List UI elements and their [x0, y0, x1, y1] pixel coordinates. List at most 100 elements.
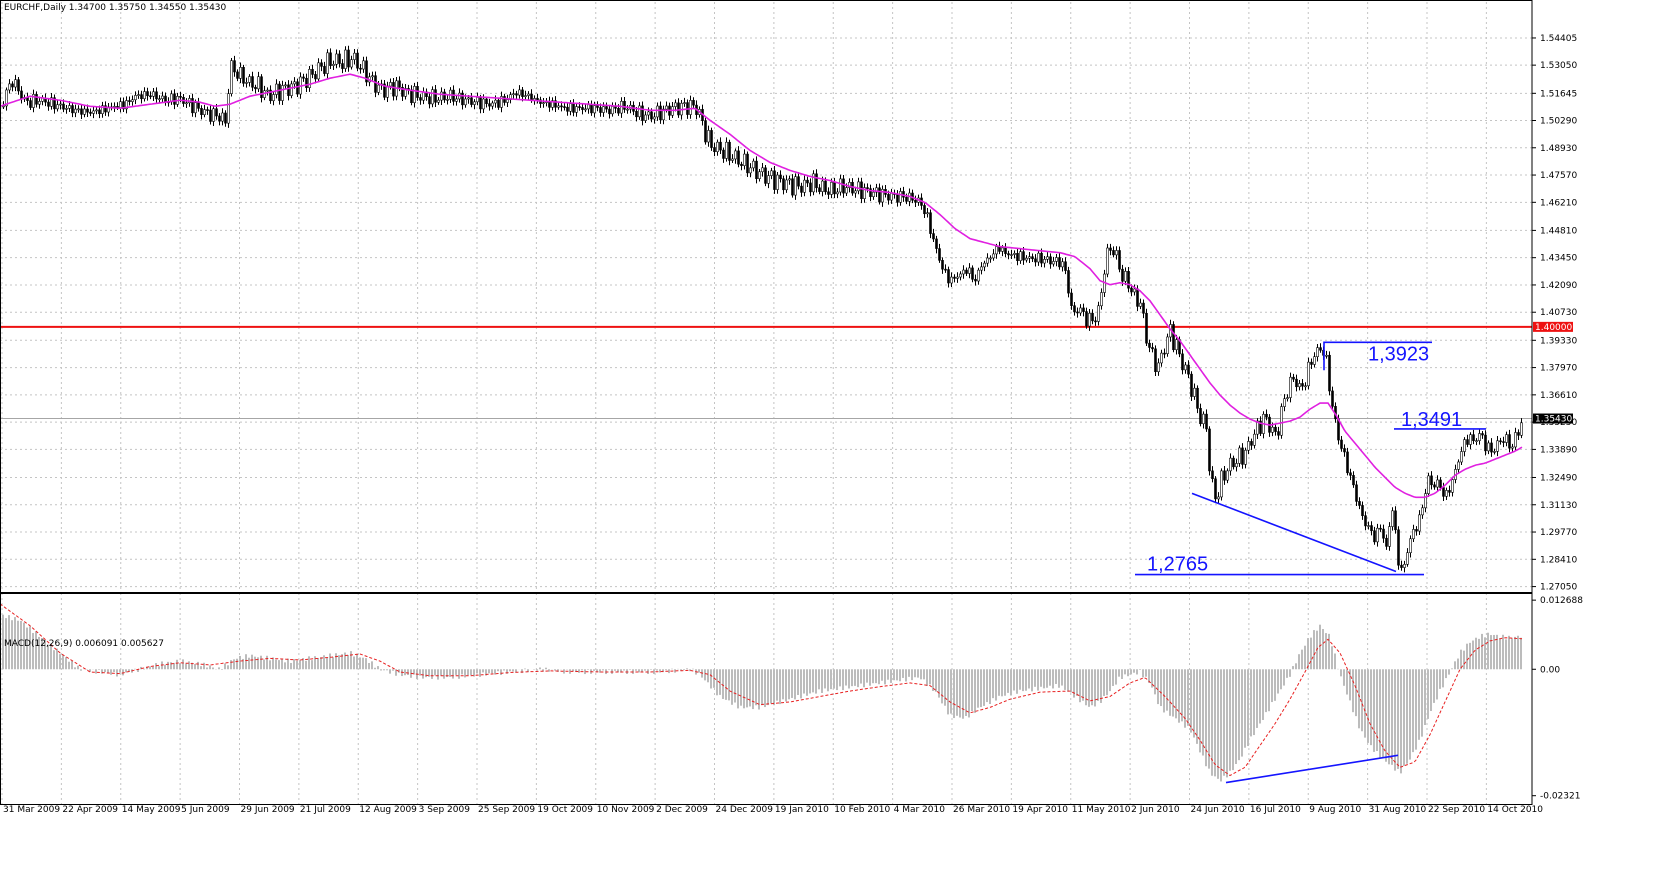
candle-body — [1391, 510, 1394, 527]
candle-body — [14, 79, 17, 88]
candle-body — [650, 111, 653, 120]
candle-body — [932, 233, 935, 240]
chart-header: EURCHF,Daily 1.34700 1.35750 1.34550 1.3… — [4, 3, 227, 13]
candle-body — [1145, 312, 1148, 344]
current-price-tag — [1533, 413, 1573, 424]
macd-divergence-trendline[interactable] — [1225, 754, 1399, 784]
candle-body — [794, 176, 797, 196]
candle-body — [1250, 441, 1253, 446]
candle-body — [173, 93, 176, 105]
candle-body — [563, 106, 566, 108]
candle-body — [1190, 373, 1193, 397]
candle-body — [821, 180, 824, 192]
moving-average-line — [0, 73, 1523, 499]
candle-body — [1460, 451, 1463, 463]
candle-body — [914, 199, 917, 203]
candle-body — [224, 112, 227, 124]
candle-body — [926, 212, 929, 215]
high-1-3923-marker[interactable] — [1323, 341, 1432, 371]
candle-body — [1031, 256, 1034, 260]
candle-body — [1343, 448, 1346, 453]
candle-body — [1115, 250, 1118, 256]
candle-body — [1421, 507, 1424, 516]
candle-body — [854, 190, 857, 194]
candle-body — [1442, 487, 1445, 497]
candle-body — [257, 76, 260, 90]
candle-body — [1133, 288, 1136, 293]
candle-body — [1196, 387, 1199, 409]
candle-body — [689, 100, 692, 115]
candle-body — [857, 181, 860, 192]
candle-body — [569, 103, 572, 112]
candle-body — [80, 108, 83, 115]
current-price-label: 1.35430 — [1535, 415, 1572, 425]
candle-body — [755, 160, 758, 179]
candle-body — [1406, 552, 1409, 565]
axis-layer: 1.54405 1.53050 1.51645 1.50290 1.48930 1.475… — [0, 0, 1583, 815]
candle-body — [1046, 256, 1049, 260]
candle-body — [1283, 398, 1286, 407]
candle-body — [986, 257, 989, 264]
price-panel[interactable]: 1,3923 1,3491 1,2765 — [0, 45, 1532, 576]
candle-body — [5, 89, 8, 107]
price-tick-label: 1.43450 — [1540, 254, 1577, 264]
candle-body — [1439, 479, 1442, 488]
candle-body — [92, 110, 95, 114]
candle-body — [812, 173, 815, 193]
candle-body — [518, 89, 521, 96]
candle-body — [878, 187, 881, 203]
candle-body — [1346, 451, 1349, 474]
candle-body — [1058, 257, 1061, 268]
candle-body — [377, 84, 380, 93]
candle-body — [731, 158, 734, 161]
candle-body — [275, 83, 278, 95]
candle-body — [947, 269, 950, 284]
candle-body — [65, 108, 68, 110]
candle-body — [776, 174, 779, 190]
candle-body — [524, 95, 527, 97]
candle-body — [1496, 440, 1499, 452]
candle-body — [641, 105, 644, 121]
candle-body — [77, 108, 80, 111]
candle-body — [236, 71, 239, 79]
candle-body — [602, 106, 605, 113]
candle-body — [38, 101, 41, 105]
candle-body — [1223, 470, 1226, 481]
candle-body — [593, 105, 596, 114]
price-tick-label: 1.46210 — [1540, 198, 1577, 208]
macd-panel[interactable] — [0, 603, 1523, 784]
candle-body — [1073, 305, 1076, 313]
candle-body — [278, 83, 281, 101]
candle-body — [1409, 538, 1412, 554]
candle-body — [1508, 434, 1511, 449]
candle-body — [158, 98, 161, 101]
price-divergence-trendline[interactable] — [1191, 492, 1397, 573]
candle-body — [773, 170, 776, 190]
candle-body — [500, 96, 503, 108]
candle-body — [1109, 247, 1112, 251]
candle-body — [1118, 250, 1121, 270]
candle-body — [473, 101, 476, 105]
candle-body — [1298, 383, 1301, 388]
candle-body — [404, 88, 407, 97]
candle-body — [611, 106, 614, 115]
candle-body — [497, 99, 500, 108]
candle-body — [1004, 247, 1007, 254]
candle-body — [677, 102, 680, 116]
candle-body — [119, 101, 122, 108]
candle-body — [1208, 428, 1211, 472]
candle-body — [905, 196, 908, 202]
candle-body — [392, 82, 395, 97]
candle-body — [1277, 431, 1280, 436]
date-tick-label: 3 Sep 2009 — [419, 805, 471, 815]
candle-body — [1325, 354, 1328, 357]
candle-body — [692, 100, 695, 106]
candle-body — [1307, 361, 1310, 387]
candle-body — [317, 62, 320, 80]
candle-body — [485, 98, 488, 104]
candle-body — [761, 167, 764, 173]
candle-body — [797, 176, 800, 187]
candle-body — [314, 74, 317, 80]
candle-body — [152, 91, 155, 97]
